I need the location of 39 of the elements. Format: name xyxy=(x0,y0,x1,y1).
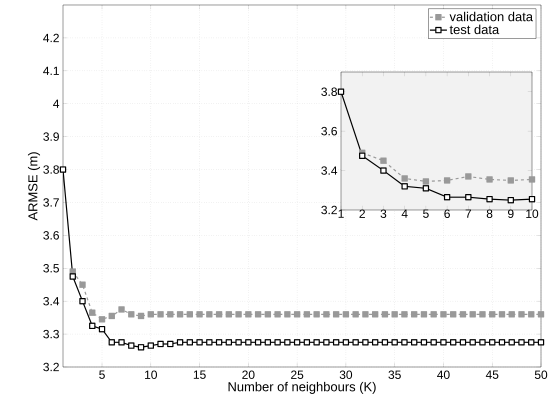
y-tick-label: 4.1 xyxy=(43,66,59,75)
x-tick-label: 8 xyxy=(486,210,492,218)
x-tick-label: 7 xyxy=(466,210,472,218)
x-tick-label: 40 xyxy=(437,370,450,379)
y-tick-label: 3.4 xyxy=(321,166,338,175)
y-tick-label: 4.2 xyxy=(43,34,59,42)
x-tick-label: 10 xyxy=(145,370,157,379)
y-tick-label: 3.8 xyxy=(321,87,337,96)
x-tick-label: 20 xyxy=(242,370,255,379)
x-axis-title: Number of neighbours (K) xyxy=(228,382,376,394)
y-tick-label: 3.6 xyxy=(43,231,59,240)
x-tick-label: 45 xyxy=(486,370,498,379)
x-tick-label: 9 xyxy=(508,210,514,218)
x-tick-label: 15 xyxy=(194,370,206,379)
y-tick-label: 3.8 xyxy=(43,165,59,174)
y-tick-label: 3.9 xyxy=(43,132,59,141)
x-tick-label: 1 xyxy=(338,210,344,218)
x-tick-label: 30 xyxy=(340,370,352,379)
y-axis-title: ARMSE (m) xyxy=(28,152,40,220)
x-tick-label: 35 xyxy=(388,370,401,379)
x-tick-label: 10 xyxy=(526,210,538,218)
legend-label: test data xyxy=(450,24,500,34)
y-tick-label: 3.6 xyxy=(321,126,337,136)
legend-label: validation data xyxy=(450,12,534,22)
x-tick-label: 5 xyxy=(99,370,105,379)
x-tick-label: 50 xyxy=(534,370,548,379)
y-tick-label: 4 xyxy=(53,100,60,108)
x-tick-label: 3 xyxy=(380,210,386,218)
y-tick-label: 3.3 xyxy=(43,330,59,338)
y-tick-label: 3.5 xyxy=(43,264,59,272)
y-tick-label: 3.2 xyxy=(321,206,337,214)
x-tick-label: 4 xyxy=(402,210,408,218)
x-tick-label: 2 xyxy=(359,210,365,218)
x-tick-label: 25 xyxy=(291,370,304,379)
x-tick-label: 5 xyxy=(423,210,429,218)
x-tick-label: 6 xyxy=(444,210,450,218)
y-tick-label: 3.7 xyxy=(43,198,59,207)
y-tick-label: 3.4 xyxy=(43,296,60,306)
y-tick-label: 3.2 xyxy=(43,362,59,372)
